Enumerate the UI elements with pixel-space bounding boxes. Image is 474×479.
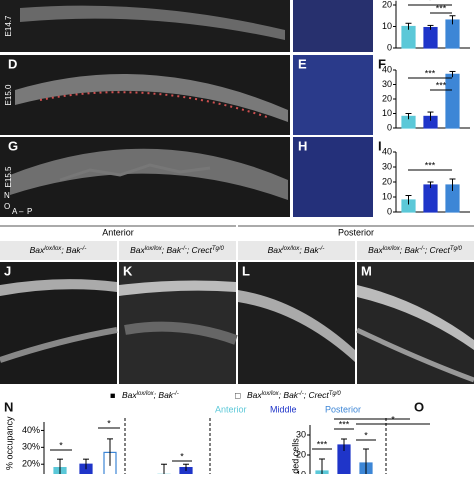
bar (445, 73, 460, 129)
y-tick-label: 40% (22, 425, 40, 435)
legend-region: Anterior (215, 404, 247, 414)
panel-letter: L (242, 263, 250, 278)
panel-letter: I (378, 138, 382, 153)
y-tick-label: 0 (387, 42, 392, 52)
sig-stars: *** (317, 439, 328, 449)
y-tick-label: 30 (382, 161, 392, 171)
genotype: Baxlox/lox; Bak-/-; CrectTg/0 (130, 245, 224, 255)
sig-stars: *** (436, 3, 447, 13)
y-tick-label: 30% (22, 442, 40, 452)
y-tick-label: 0 (387, 122, 392, 132)
y-tick-label: 20% (22, 459, 40, 469)
section: Posterior (338, 227, 374, 237)
sig-stars: * (391, 414, 395, 424)
y-tick-label: 40 (382, 146, 392, 156)
legend-filled: ■ (110, 390, 115, 400)
y-tick-label: 10 (382, 21, 392, 31)
legend-genotype: Baxlox/lox; Bak-/-; CrectTg/0 (247, 390, 341, 400)
y-tick-label: 30 (382, 79, 392, 89)
panel-letter: O (414, 399, 424, 414)
genotype: Baxlox/lox; Bak-/- (30, 245, 87, 255)
sig-stars: * (180, 451, 184, 461)
legend: ■ Baxlox/lox; Bak-/- □ Baxlox/lox; Bak-/… (110, 390, 341, 400)
sig-stars: *** (436, 80, 447, 90)
panel-letter: E (298, 56, 307, 71)
image-panels (0, 0, 474, 384)
y-tick-label: 0 (387, 206, 392, 216)
y-tick-label: 20 (382, 93, 392, 103)
y-tick-label: 20 (296, 449, 306, 459)
stage: E14.7 (4, 15, 13, 36)
orient-n: N (4, 191, 10, 200)
sig-stars: * (428, 0, 432, 5)
bar (423, 26, 438, 49)
orient-o: O (4, 202, 10, 211)
panel-letter: F (378, 56, 386, 71)
panel-letter: N (4, 399, 13, 414)
y-tick-label: 10 (296, 469, 306, 474)
panel-letter: J (4, 263, 11, 278)
y-tick-label: 30 (296, 429, 306, 439)
sig-stars: * (107, 418, 111, 428)
panel-letter: H (298, 138, 307, 153)
orient-a: A (12, 207, 18, 216)
stage: E15.5 (4, 166, 13, 187)
y-tick-label: 10 (382, 108, 392, 118)
sig-stars: * (370, 409, 374, 419)
y-tick-label: 40 (382, 64, 392, 74)
bar (423, 184, 438, 213)
genotype: Baxlox/lox; Bak-/- (268, 245, 325, 255)
panel-letter: G (8, 138, 18, 153)
bottom-charts: % occupancy10%20%30%40%***ruded cells102… (4, 409, 430, 474)
genotype: Baxlox/lox; Bak-/-; CrectTg/0 (368, 245, 462, 255)
sig-stars: * (364, 430, 368, 440)
sig-stars: *** (425, 160, 436, 170)
sig-stars: *** (425, 68, 436, 78)
section: Anterior (102, 227, 134, 237)
panel-letter: M (361, 263, 372, 278)
legend-region: Posterior (325, 404, 361, 414)
y-tick-label: 20 (382, 176, 392, 186)
y-tick-label: 10 (382, 191, 392, 201)
legend-genotype: Baxlox/lox; Bak-/- (122, 390, 179, 400)
y-tick-label: 20 (382, 0, 392, 9)
sig-stars: * (59, 440, 63, 450)
orient-p: P (27, 207, 32, 216)
legend-open: □ (235, 390, 241, 400)
orient-dash: – (19, 207, 24, 216)
panel-letter: K (123, 263, 133, 278)
sig-stars: *** (339, 419, 350, 429)
stage: E15.0 (4, 84, 13, 105)
legend-region: Middle (270, 404, 297, 414)
y-axis-label: % occupancy (4, 416, 14, 470)
y-axis-label: ruded cells (290, 438, 300, 474)
panel-letter: D (8, 56, 17, 71)
orientation: O N A – P (4, 191, 32, 216)
